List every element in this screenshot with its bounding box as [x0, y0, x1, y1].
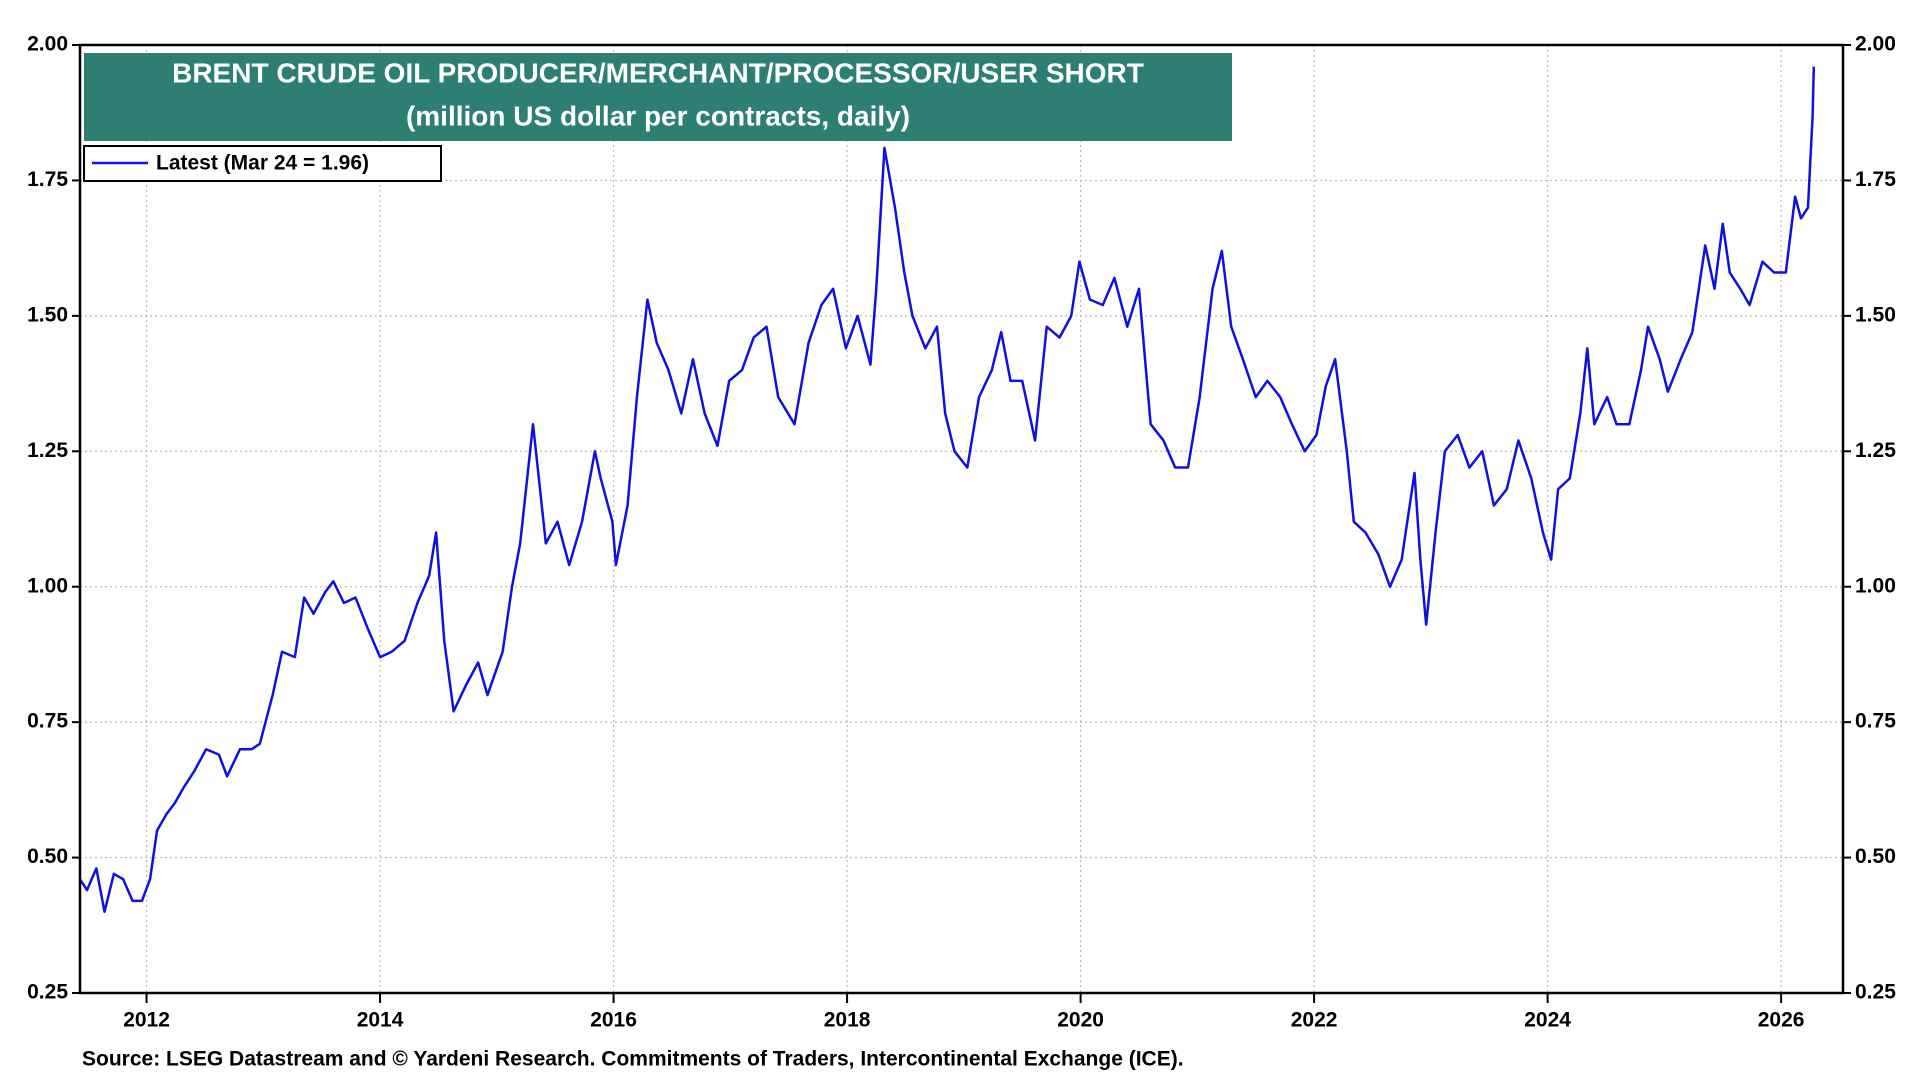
chart-subtitle: (million US dollar per contracts, daily) — [406, 100, 910, 131]
plot-frame — [78, 43, 1845, 995]
x-tick-label: 2016 — [590, 1009, 637, 1032]
legend-label: Latest (Mar 24 = 1.96) — [156, 152, 369, 175]
y-tick-label: 0.25 — [27, 981, 68, 1004]
y2-tick-label: 1.00 — [1855, 574, 1896, 597]
x-tick-label: 2020 — [1057, 1009, 1104, 1032]
chart-title: BRENT CRUDE OIL PRODUCER/MERCHANT/PROCES… — [172, 57, 1144, 88]
y-tick-label: 1.25 — [27, 439, 68, 462]
y2-tick-label: 1.25 — [1855, 439, 1896, 462]
x-tick-label: 2022 — [1291, 1009, 1338, 1032]
title-box — [84, 53, 1232, 141]
y-tick-label: 1.75 — [27, 168, 68, 191]
grid — [80, 44, 1843, 994]
source-note: Source: LSEG Datastream and © Yardeni Re… — [82, 1048, 1184, 1071]
x-tick-label: 2012 — [123, 1009, 170, 1032]
y2-tick-label: 1.75 — [1855, 168, 1896, 191]
x-tick-label: 2018 — [824, 1009, 871, 1032]
x-tick-label: 2026 — [1758, 1009, 1805, 1032]
y2-tick-label: 2.00 — [1855, 33, 1896, 56]
y-tick-label: 0.50 — [27, 845, 68, 868]
data-line — [78, 66, 1816, 913]
y2-tick-label: 0.25 — [1855, 981, 1896, 1004]
y2-tick-label: 1.50 — [1855, 303, 1896, 326]
y2-tick-label: 0.75 — [1855, 710, 1896, 733]
x-tick-label: 2024 — [1524, 1009, 1571, 1032]
y-tick-label: 1.00 — [27, 574, 68, 597]
y-tick-label: 0.75 — [27, 710, 68, 733]
y-tick-label: 2.00 — [27, 33, 68, 56]
x-tick-label: 2014 — [357, 1009, 404, 1032]
y-tick-label: 1.50 — [27, 303, 68, 326]
lines — [78, 66, 1816, 913]
y2-tick-label: 0.50 — [1855, 845, 1896, 868]
